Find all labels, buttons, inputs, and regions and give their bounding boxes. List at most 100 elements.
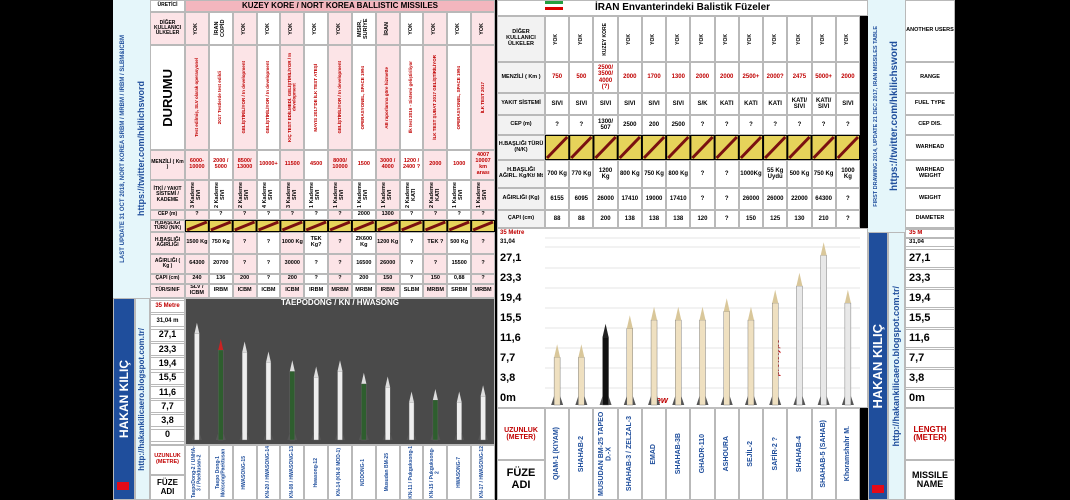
rocket-fin: [720, 396, 724, 405]
table-cell: 1 Kademe SIVI: [304, 180, 329, 210]
table-cell: YOK: [617, 16, 642, 62]
table-cell: YOK: [787, 16, 812, 62]
table-cell: KATI: [763, 93, 788, 115]
table-cell: 150: [738, 210, 764, 228]
table-cell: TEK ?: [423, 232, 448, 254]
rocket-nose: [747, 306, 754, 320]
table-cell: 1 Kademe SIVI: [471, 180, 495, 210]
rocket-nose: [578, 344, 585, 358]
table-cell: 2 Kademe KATI: [399, 180, 424, 210]
missile-name: SHAHAB-3B: [666, 408, 691, 500]
rocket-fin: [657, 396, 661, 405]
table-cell: 30000: [280, 254, 305, 274]
rocket-body: [626, 328, 634, 406]
warhead-icon: [210, 220, 232, 232]
table-cell: 4 Kademe SIVI: [256, 180, 281, 210]
rocket-body: [480, 396, 486, 441]
row-label: DIAMETER: [905, 210, 955, 228]
rocket-nose: [289, 360, 295, 372]
rocket-fin: [270, 432, 274, 440]
scale-label: 27,1: [150, 328, 185, 342]
table-cell: YOK: [185, 12, 209, 45]
rocket-body: [578, 357, 585, 406]
table-cell: ?: [256, 210, 281, 220]
scale-label: 19,4: [150, 357, 185, 371]
rocket-fin: [191, 432, 195, 440]
rocket-nose: [313, 366, 319, 378]
rocket-nose: [651, 306, 658, 320]
table-cell: YOK: [328, 12, 352, 45]
scale-label: 7,7: [500, 351, 516, 364]
row-label: AĞIRLIĞI ( Kg ): [150, 254, 185, 274]
table-cell: OPERASYONEL, SPACE 1994: [351, 45, 376, 150]
table-cell: 700 Kg: [545, 160, 570, 188]
table-cell: ?: [471, 210, 495, 220]
table-cell: YOK: [545, 16, 570, 62]
row-label: CEP DIS.: [905, 115, 955, 135]
table-cell: ?: [423, 254, 448, 274]
missile-name: SHAHAB-4: [787, 408, 812, 500]
table-cell: ?: [714, 210, 739, 228]
table-cell: 210: [811, 210, 836, 228]
rocket-body: [553, 357, 561, 406]
rocket-fin: [223, 432, 226, 440]
table-cell: MAYIS 2017'DE İLK TEST ATEŞİ: [304, 45, 329, 150]
table-cell: ?: [280, 210, 305, 220]
rocket-fin: [215, 432, 219, 440]
table-cell: KUZEY KORE: [593, 16, 618, 62]
rocket-body: [771, 302, 779, 406]
table-cell: KATI: [714, 93, 739, 115]
rocket-fin: [247, 432, 250, 440]
table-cell: 64300: [811, 188, 836, 210]
table-cell: ?: [763, 115, 788, 135]
table-cell: OPERASYONEL, SPACE 1994: [447, 45, 472, 150]
table-cell: 200: [351, 274, 376, 284]
warhead-icon: [186, 220, 208, 232]
missile-name: SHAHAB-2: [569, 408, 594, 500]
warhead-icon: [377, 220, 399, 232]
length-label: UZUNLUK (METER): [497, 408, 545, 460]
rocket-fin: [478, 432, 481, 440]
warhead-icon: [545, 135, 569, 160]
table-cell: GELİŞTİRİLİYOR / In development: [232, 45, 257, 150]
row-label: YAKIT SİSTEMİ: [497, 93, 545, 115]
table-cell: YOK: [641, 16, 667, 62]
table-cell: 750 Kg: [641, 160, 667, 188]
rocket-fin: [485, 432, 489, 440]
row-label: WARHEAD: [905, 135, 955, 160]
rocket-fin: [263, 432, 266, 440]
row-label: FUEL TYPE: [905, 93, 955, 115]
scale-label: 0m: [500, 391, 516, 404]
table-cell: ICBM: [280, 284, 305, 298]
table-cell: YOK: [232, 12, 257, 45]
rocket-body: [456, 402, 462, 441]
table-cell: 8000/ 10000: [328, 150, 352, 180]
table-cell: ?: [328, 232, 352, 254]
table-cell: 3000 / 4000: [375, 150, 400, 180]
warhead-icon: [691, 135, 714, 160]
scale-label: 15,5: [905, 309, 955, 328]
rocket-nose: [699, 306, 706, 320]
table-cell: 26000: [375, 254, 400, 274]
panel-title: İRAN Envanterindeki Balistik Füzeler: [497, 0, 868, 16]
table-cell: 26000: [738, 188, 764, 210]
table-cell: ?: [304, 274, 329, 284]
table-cell: IRBM: [304, 284, 329, 298]
rocket-body: [747, 319, 755, 406]
rocket-nose: [456, 391, 462, 403]
table-cell: İLK TEST 2017: [471, 45, 495, 150]
table-cell: IRBM: [375, 284, 400, 298]
table-cell: 2500/ 3500/ 4000 (?): [593, 62, 618, 93]
scale-label: 23,3: [905, 269, 955, 288]
table-cell: İlk test 2016 - Sistemi geliştiriliyor: [399, 45, 424, 150]
rocket-body: [408, 402, 415, 441]
scale-label: 11,6: [150, 385, 185, 399]
rocket-fin: [199, 432, 202, 440]
table-cell: 26000: [763, 188, 788, 210]
rocket-body: [723, 311, 730, 406]
table-cell: 200: [280, 274, 305, 284]
rocket-body: [650, 319, 658, 406]
scale-label: 19,4: [500, 291, 522, 304]
table-cell: SLBM: [399, 284, 424, 298]
rocket-body: [337, 371, 343, 441]
